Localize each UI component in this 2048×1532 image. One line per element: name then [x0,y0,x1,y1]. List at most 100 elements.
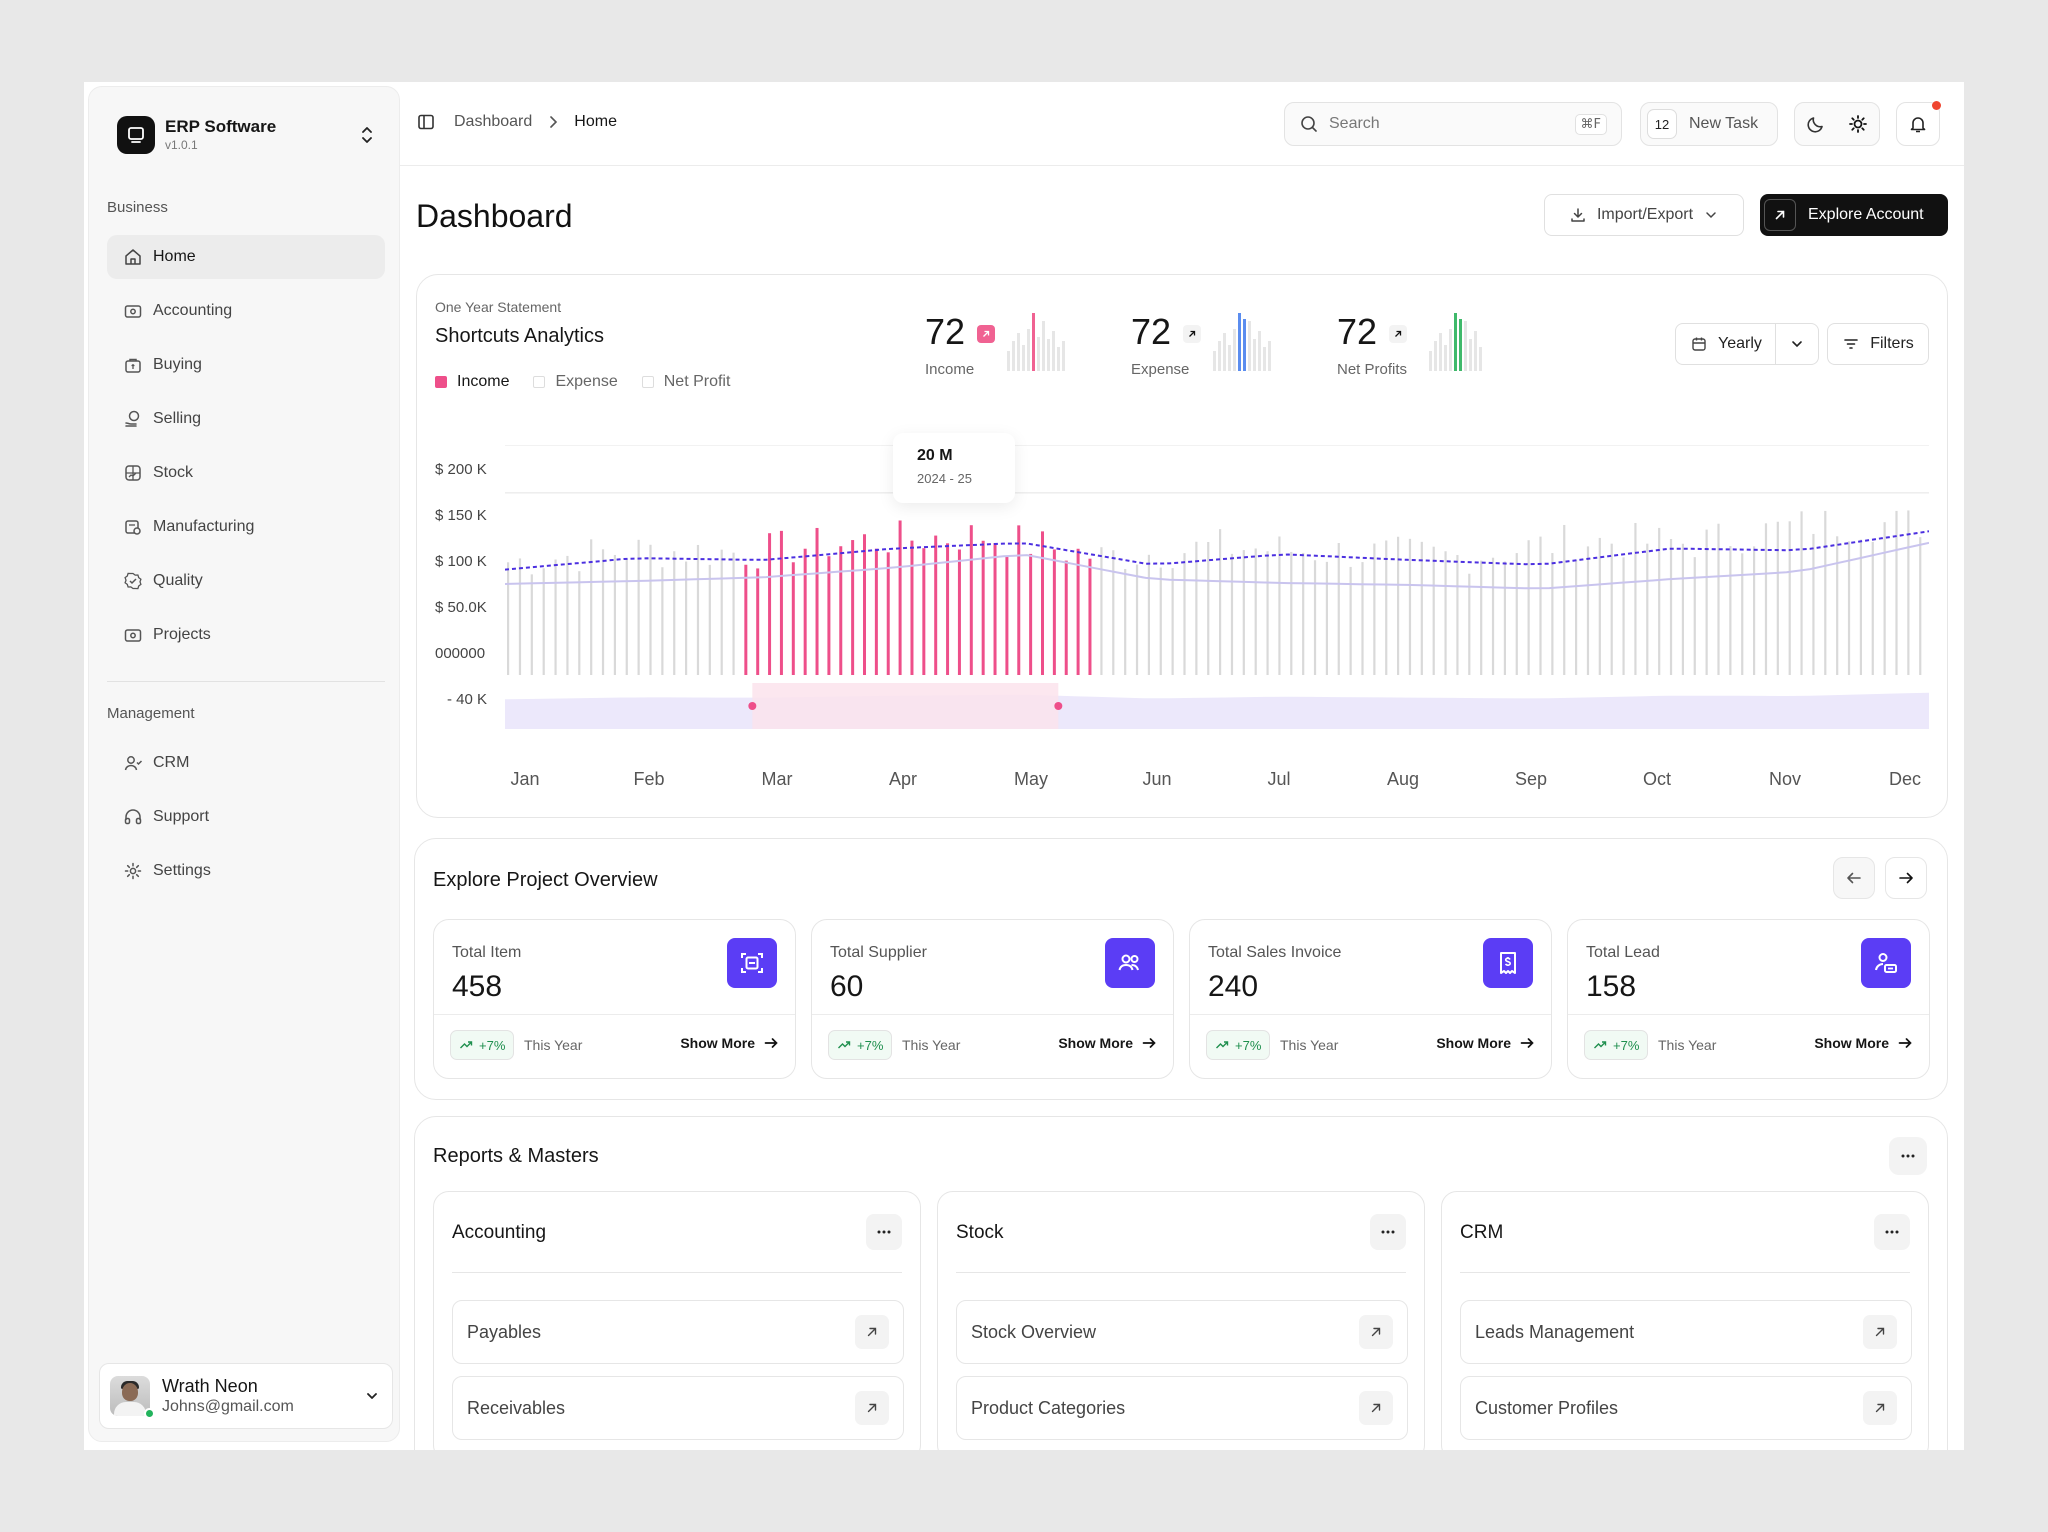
highlight-bar [863,534,866,675]
search-input[interactable]: Search ⌘F [1284,102,1622,146]
page-title: Dashboard [416,198,573,234]
sun-icon[interactable] [1847,113,1869,135]
chevron-down-icon[interactable] [362,1386,382,1406]
user-menu[interactable]: Wrath Neon Johns@gmail.com [99,1363,393,1429]
navigator-handle-left[interactable] [748,702,757,710]
highlight-bar [1041,531,1044,675]
sidebar-item-crm[interactable]: CRM [107,741,385,785]
import-export-label: Import/Export [1596,206,1694,223]
breadcrumb-dashboard[interactable]: Dashboard [454,113,533,130]
sidebar-item-home[interactable]: Home [107,235,385,279]
next-button[interactable] [1885,857,1927,899]
highlight-bar [1064,560,1068,675]
home-icon [125,249,141,265]
more-options-button[interactable] [1889,1137,1927,1175]
x-tick-label: Feb [633,769,665,789]
notifications-button[interactable] [1896,101,1941,146]
bar [1788,521,1791,675]
trend-up-icon [838,1041,851,1049]
bar [1171,568,1174,675]
sidebar-item-label: Support [153,808,210,825]
moon-icon[interactable] [1805,113,1827,135]
bar [1515,553,1518,675]
x-tick-label: Aug [1386,769,1420,789]
show-more-link[interactable]: Show More [1436,1035,1535,1051]
section-title-management: Management [107,705,195,722]
filters-button[interactable]: Filters [1827,323,1929,365]
chevron-down-icon[interactable] [1789,336,1805,352]
prev-button[interactable] [1833,857,1875,899]
highlight-bar [993,543,997,675]
bar [554,559,557,675]
x-tick-label: Apr [888,769,917,789]
app-logo-icon [117,116,155,154]
report-link-leads-management[interactable]: Leads Management [1460,1300,1912,1364]
more-horizontal-icon[interactable] [1874,1214,1910,1250]
report-link-receivables[interactable]: Receivables [452,1376,904,1440]
sidebar-toggle-icon[interactable] [416,112,436,132]
legend-net-profit[interactable]: Net Profit [641,373,730,391]
arrow-right-icon [1520,1038,1534,1048]
sidebar-item-buying[interactable]: Buying [107,343,385,387]
invoice-icon [1483,938,1533,988]
report-link-customer-profiles[interactable]: Customer Profiles [1460,1376,1912,1440]
more-horizontal-icon[interactable] [1370,1214,1406,1250]
income-sparkline [1007,313,1065,371]
bar [613,554,616,675]
sidebar-item-accounting[interactable]: Accounting [107,289,385,333]
sidebar-item-selling[interactable]: Selling [107,397,385,441]
bag-icon [125,358,141,373]
theme-toggle[interactable] [1794,102,1880,146]
show-more-link[interactable]: Show More [1058,1035,1157,1051]
bar [1539,536,1542,675]
report-link-payables[interactable]: Payables [452,1300,904,1364]
sidebar-item-manufacturing[interactable]: Manufacturing [107,505,385,549]
arrow-up-right-icon [1863,1391,1897,1425]
bar [1622,557,1625,675]
overview-card-total-lead[interactable]: Total Lead 158 +7% This Year Show More [1567,919,1930,1079]
sidebar-item-support[interactable]: Support [107,795,385,839]
highlight-bar [886,552,890,675]
new-task-button[interactable]: 12 New Task [1640,102,1778,146]
explore-account-button[interactable]: Explore Account [1760,194,1948,236]
overview-card-total-item[interactable]: Total Item 458 +7% This Year Show More [433,919,796,1079]
navigator-selection[interactable] [752,683,1059,729]
show-more-link[interactable]: Show More [680,1035,779,1051]
bar [1112,550,1115,675]
period-select[interactable]: Yearly [1675,323,1819,365]
highlight-bar [1005,555,1009,675]
bar [1575,559,1578,675]
x-tick-label: Dec [1888,769,1921,789]
show-more-link[interactable]: Show More [1814,1035,1913,1051]
highlight-bar [839,546,843,675]
task-count-badge: 12 [1647,109,1677,139]
report-card-stock: Stock Stock Overview Product Categories [937,1191,1425,1450]
overview-card-total-supplier[interactable]: Total Supplier 60 +7% This Year Show Mor… [811,919,1174,1079]
x-tick-label: Mar [761,769,793,789]
sidebar-item-projects[interactable]: Projects [107,613,385,657]
bar [1432,546,1435,675]
sidebar: ERP Software v1.0.1 Business Home Accoun… [88,86,400,1442]
report-link-stock-overview[interactable]: Stock Overview [956,1300,1408,1364]
bar [1195,541,1198,675]
import-export-button[interactable]: Import/Export [1544,194,1744,236]
breadcrumb-home[interactable]: Home [574,113,617,130]
legend-income[interactable]: Income [435,373,509,391]
analytics-card: One Year Statement Shortcuts Analytics I… [416,274,1948,818]
overview-card-total-sales-invoice[interactable]: Total Sales Invoice 240 +7% This Year Sh… [1189,919,1552,1079]
report-link-product-categories[interactable]: Product Categories [956,1376,1408,1440]
sidebar-item-settings[interactable]: Settings [107,849,385,893]
navigator-handle-right[interactable] [1054,702,1063,710]
sidebar-item-quality[interactable]: Quality [107,559,385,603]
legend-expense[interactable]: Expense [533,373,618,391]
y-tick-label: $ 200 K [435,461,487,478]
workspace-switcher[interactable]: ERP Software v1.0.1 [117,113,377,157]
analytics-title: Shortcuts Analytics [435,325,604,347]
sidebar-item-stock[interactable]: Stock [107,451,385,495]
more-horizontal-icon[interactable] [866,1214,902,1250]
report-card-crm: CRM Leads Management Customer Profiles [1441,1191,1929,1450]
bar [1302,552,1305,675]
calendar-icon [1692,337,1706,351]
chevron-up-down-icon[interactable] [357,123,377,147]
expense-sparkline [1213,313,1271,371]
